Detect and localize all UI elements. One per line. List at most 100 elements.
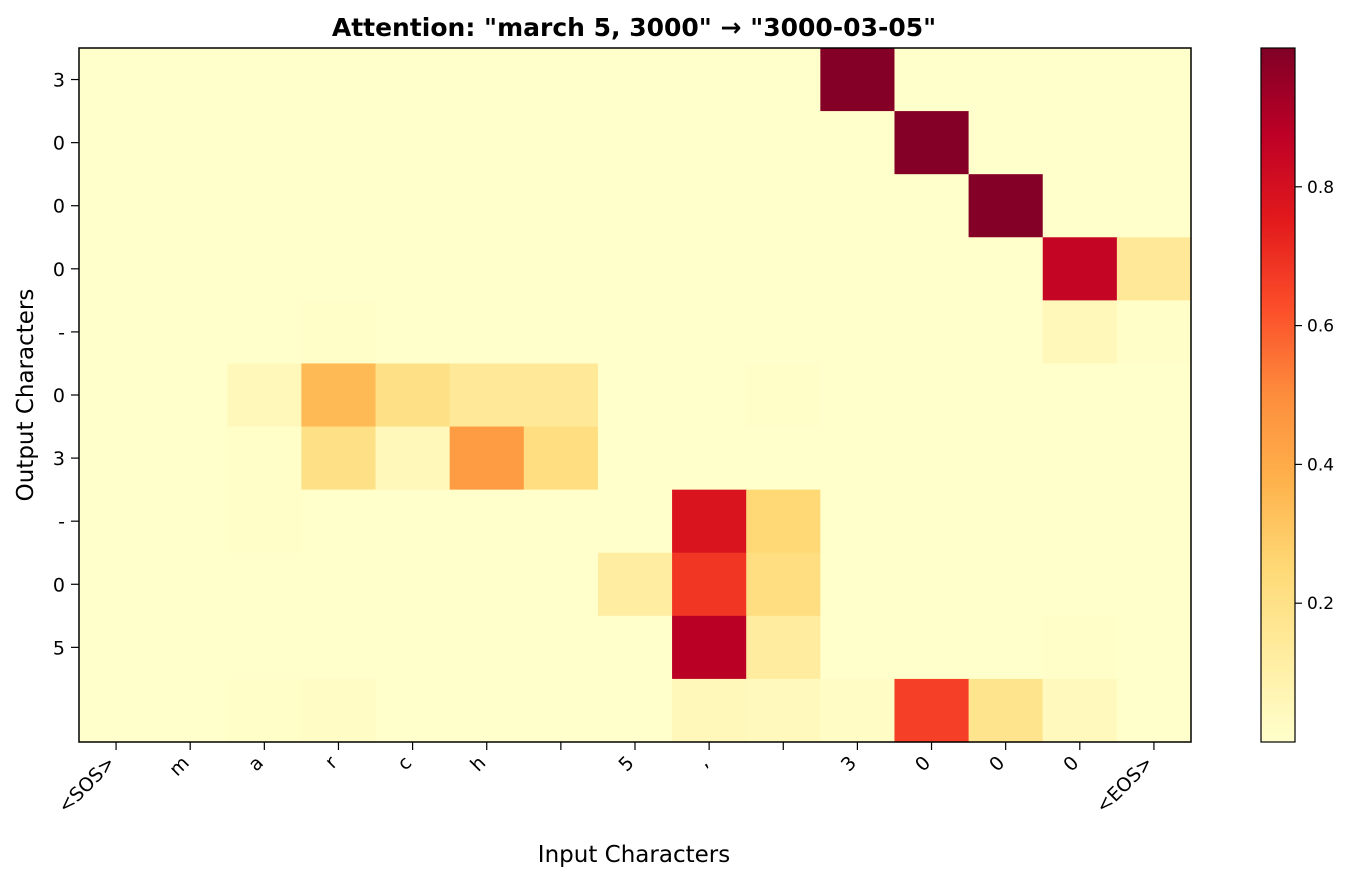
- heatmap-cell: [449, 678, 525, 743]
- y-axis-label: Output Characters: [13, 289, 39, 502]
- heatmap-cell: [820, 426, 896, 491]
- heatmap-cell: [746, 426, 821, 491]
- heatmap-cell: [79, 237, 154, 301]
- heatmap-cell: [597, 111, 673, 175]
- heatmap-cell: [968, 615, 1044, 680]
- heatmap-cell: [894, 552, 970, 617]
- heatmap-cell: [597, 552, 673, 617]
- x-tick-label: <EOS>: [1092, 752, 1158, 818]
- y-tick-label: -: [58, 322, 65, 344]
- heatmap-cell: [968, 363, 1044, 428]
- x-axis-ticks: <SOS> m a r c h 5, 3 0 0 0 <EOS>: [54, 742, 1158, 818]
- heatmap-cell: [597, 363, 673, 428]
- heatmap-cell: [301, 615, 377, 680]
- heatmap-cell: [894, 615, 970, 680]
- heatmap-cell: [153, 426, 228, 491]
- heatmap-cell: [1116, 426, 1192, 491]
- heatmap-cell: [79, 48, 154, 112]
- heatmap-cell: [523, 489, 599, 554]
- x-tick-label: 0: [1059, 752, 1083, 776]
- heatmap-cell: [820, 300, 896, 365]
- heatmap-cell: [1042, 678, 1118, 743]
- heatmap-cell: [227, 678, 302, 743]
- heatmap-cell: [672, 426, 747, 491]
- heatmap-cell: [523, 300, 599, 365]
- colorbar-tick-label: 0.4: [1307, 455, 1334, 475]
- heatmap-cell: [301, 174, 377, 238]
- heatmap-cell: [227, 174, 302, 238]
- x-tick-label: h: [466, 752, 490, 776]
- heatmap-cell: [968, 300, 1044, 365]
- heatmap-cell: [1042, 237, 1118, 301]
- heatmap-cell: [597, 426, 673, 491]
- heatmap-cell: [153, 363, 228, 428]
- heatmap-cell: [227, 489, 302, 554]
- heatmap-cell: [820, 489, 896, 554]
- x-tick-label: ,: [693, 752, 713, 772]
- heatmap-cell: [1116, 237, 1192, 301]
- heatmap-cell: [523, 552, 599, 617]
- heatmap-cell: [672, 615, 747, 680]
- heatmap-cell: [746, 615, 821, 680]
- heatmap-cell: [153, 615, 228, 680]
- heatmap-cell: [449, 174, 525, 238]
- heatmap-cell: [894, 300, 970, 365]
- heatmap-cell: [79, 489, 154, 554]
- heatmap-cell: [153, 174, 228, 238]
- heatmap-cell: [1042, 615, 1118, 680]
- heatmap-cell: [375, 237, 451, 301]
- heatmap-cell: [1116, 678, 1192, 743]
- heatmap-cell: [301, 489, 377, 554]
- heatmap-cell: [1116, 111, 1192, 175]
- heatmap-cell: [968, 174, 1044, 238]
- heatmap-cell: [79, 552, 154, 617]
- heatmap-cell: [375, 48, 451, 112]
- heatmap-cell: [597, 48, 673, 112]
- heatmap-cell: [153, 300, 228, 365]
- heatmap-cell: [820, 111, 896, 175]
- heatmap-cell: [1042, 552, 1118, 617]
- heatmap-cell: [1116, 489, 1192, 554]
- heatmap-cell: [523, 426, 599, 491]
- y-tick-label: -: [58, 511, 65, 533]
- heatmap-cell: [894, 489, 970, 554]
- heatmap-cell: [968, 237, 1044, 301]
- y-tick-label: 0: [53, 259, 65, 281]
- heatmap-cell: [597, 678, 673, 743]
- heatmap-cell: [301, 237, 377, 301]
- colorbar-ticks: 0.2 0.4 0.6 0.8: [1295, 178, 1334, 614]
- heatmap-cell: [672, 552, 747, 617]
- heatmap-cell: [227, 615, 302, 680]
- x-tick-label: 0: [985, 752, 1009, 776]
- x-tick-label: c: [393, 752, 416, 775]
- heatmap-cell: [1116, 552, 1192, 617]
- heatmap-cell: [820, 615, 896, 680]
- heatmap-cell: [672, 111, 747, 175]
- heatmap-cell: [523, 111, 599, 175]
- heatmap-cell: [375, 111, 451, 175]
- heatmap-cell: [153, 552, 228, 617]
- heatmap-cell: [227, 363, 302, 428]
- heatmap-cell: [1042, 426, 1118, 491]
- heatmap-cell: [301, 552, 377, 617]
- colorbar-tick-label: 0.8: [1307, 178, 1334, 198]
- heatmap-cell: [672, 48, 747, 112]
- x-tick-label: r: [321, 752, 342, 773]
- heatmap-cell: [227, 300, 302, 365]
- heatmap-cell: [301, 426, 377, 491]
- heatmap-cell: [820, 48, 896, 112]
- heatmap-cell: [227, 237, 302, 301]
- heatmap-cells: [79, 48, 1192, 743]
- heatmap-cell: [968, 48, 1044, 112]
- heatmap-cell: [746, 678, 821, 743]
- heatmap-cell: [820, 678, 896, 743]
- heatmap-cell: [1116, 615, 1192, 680]
- heatmap-cell: [523, 363, 599, 428]
- heatmap-cell: [449, 615, 525, 680]
- heatmap-cell: [79, 615, 154, 680]
- heatmap-cell: [153, 489, 228, 554]
- x-tick-label: a: [244, 752, 268, 776]
- heatmap-cell: [375, 426, 451, 491]
- heatmap-cell: [523, 678, 599, 743]
- heatmap-cell: [449, 426, 525, 491]
